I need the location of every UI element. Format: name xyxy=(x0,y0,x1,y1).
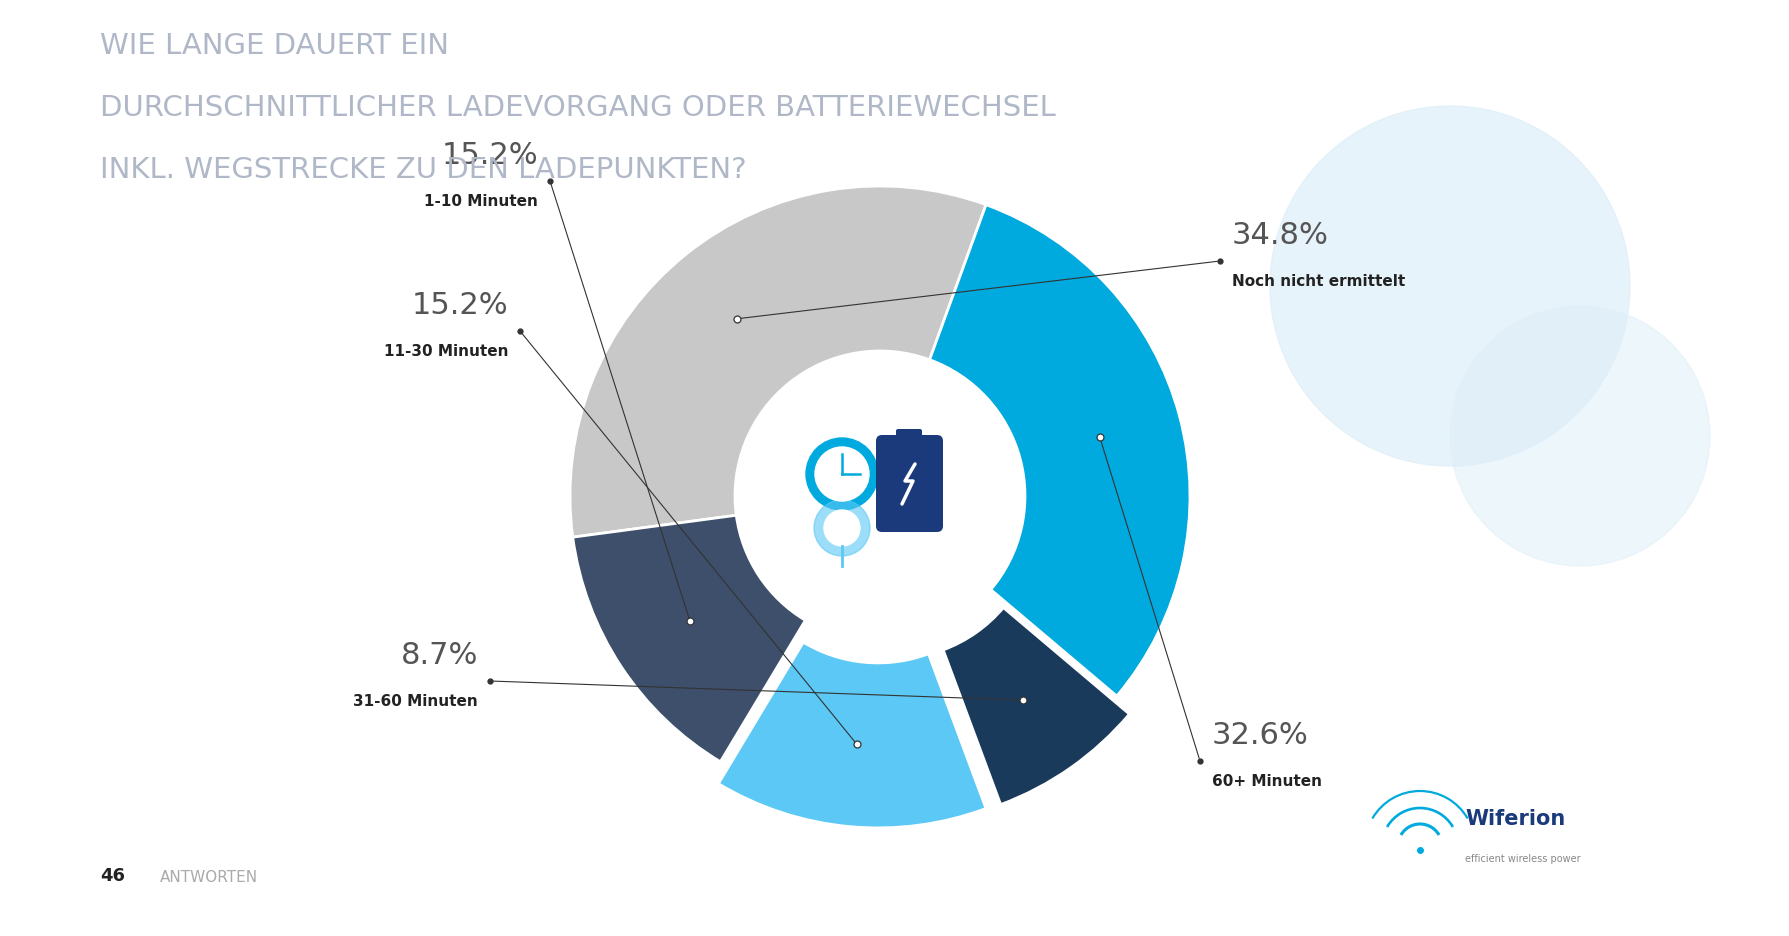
Text: DURCHSCHNITTLICHER LADEVORGANG ODER BATTERIEWECHSEL: DURCHSCHNITTLICHER LADEVORGANG ODER BATT… xyxy=(100,94,1056,122)
Text: INKL. WEGSTRECKE ZU DEN LADEPUNKTEN?: INKL. WEGSTRECKE ZU DEN LADEPUNKTEN? xyxy=(100,155,746,183)
Text: 32.6%: 32.6% xyxy=(1211,720,1308,749)
Circle shape xyxy=(805,439,878,510)
Text: Wiferion: Wiferion xyxy=(1463,808,1564,828)
Text: 8.7%: 8.7% xyxy=(401,640,478,669)
Circle shape xyxy=(823,510,859,547)
Circle shape xyxy=(814,447,868,502)
Text: 46: 46 xyxy=(100,866,125,885)
Text: 31-60 Minuten: 31-60 Minuten xyxy=(352,694,478,709)
Circle shape xyxy=(1268,107,1630,466)
Text: efficient wireless power: efficient wireless power xyxy=(1463,853,1580,863)
Text: WIE LANGE DAUERT EIN: WIE LANGE DAUERT EIN xyxy=(100,32,449,60)
Wedge shape xyxy=(572,516,805,762)
Text: Noch nicht ermittelt: Noch nicht ermittelt xyxy=(1231,273,1404,288)
Wedge shape xyxy=(928,206,1190,696)
FancyBboxPatch shape xyxy=(896,430,921,444)
FancyBboxPatch shape xyxy=(875,435,943,533)
Wedge shape xyxy=(717,642,986,828)
Text: 60+ Minuten: 60+ Minuten xyxy=(1211,773,1322,788)
Circle shape xyxy=(1449,307,1708,566)
Text: ANTWORTEN: ANTWORTEN xyxy=(159,869,258,885)
Text: 11-30 Minuten: 11-30 Minuten xyxy=(383,344,508,358)
Circle shape xyxy=(814,501,869,556)
Wedge shape xyxy=(569,187,986,537)
Text: 1-10 Minuten: 1-10 Minuten xyxy=(424,194,538,209)
Text: 15.2%: 15.2% xyxy=(411,291,508,320)
Text: 34.8%: 34.8% xyxy=(1231,221,1327,250)
Circle shape xyxy=(735,352,1025,641)
Wedge shape xyxy=(943,608,1129,805)
Text: 15.2%: 15.2% xyxy=(442,140,538,169)
